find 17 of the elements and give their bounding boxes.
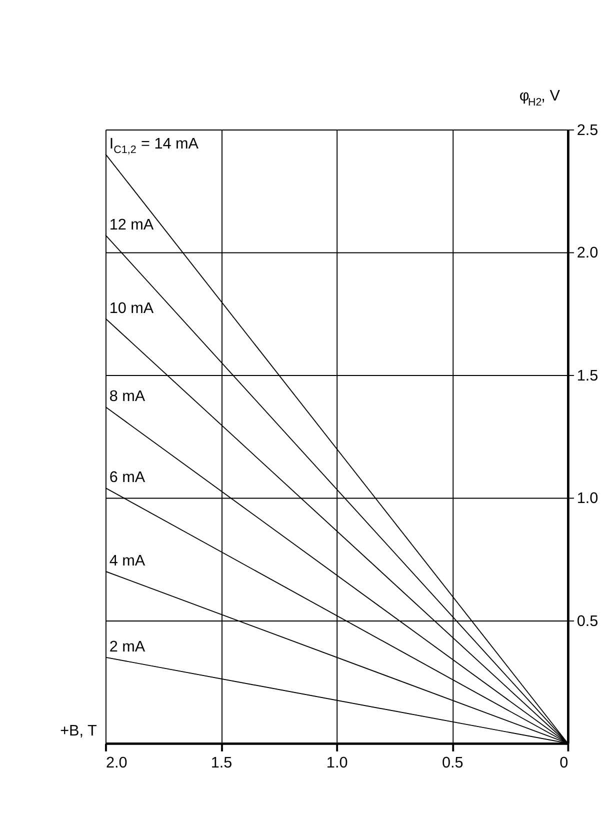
x-tick-label: 1.5 <box>210 754 232 772</box>
x-tick-label: 1.0 <box>326 754 348 772</box>
x-tick-label: 0.5 <box>442 754 464 772</box>
series-label: 12 mA <box>109 216 154 234</box>
y-tick-label: 1.5 <box>576 367 598 384</box>
series-label: 10 mA <box>109 300 154 317</box>
series-label: 2 mA <box>109 638 146 656</box>
x-tick-label: 2.0 <box>106 754 128 772</box>
x-axis-title: +B, T <box>60 722 98 740</box>
series-label: 6 mA <box>109 469 146 486</box>
series-label: 4 mA <box>109 552 146 570</box>
y-tick-label: 0.5 <box>576 612 598 630</box>
y-tick-label: 2.5 <box>576 122 598 139</box>
y-tick-label: 1.0 <box>576 490 598 508</box>
y-tick-label: 2.0 <box>576 244 598 262</box>
series-label: 8 mA <box>109 388 146 406</box>
x-tick-label: 0 <box>560 754 568 772</box>
